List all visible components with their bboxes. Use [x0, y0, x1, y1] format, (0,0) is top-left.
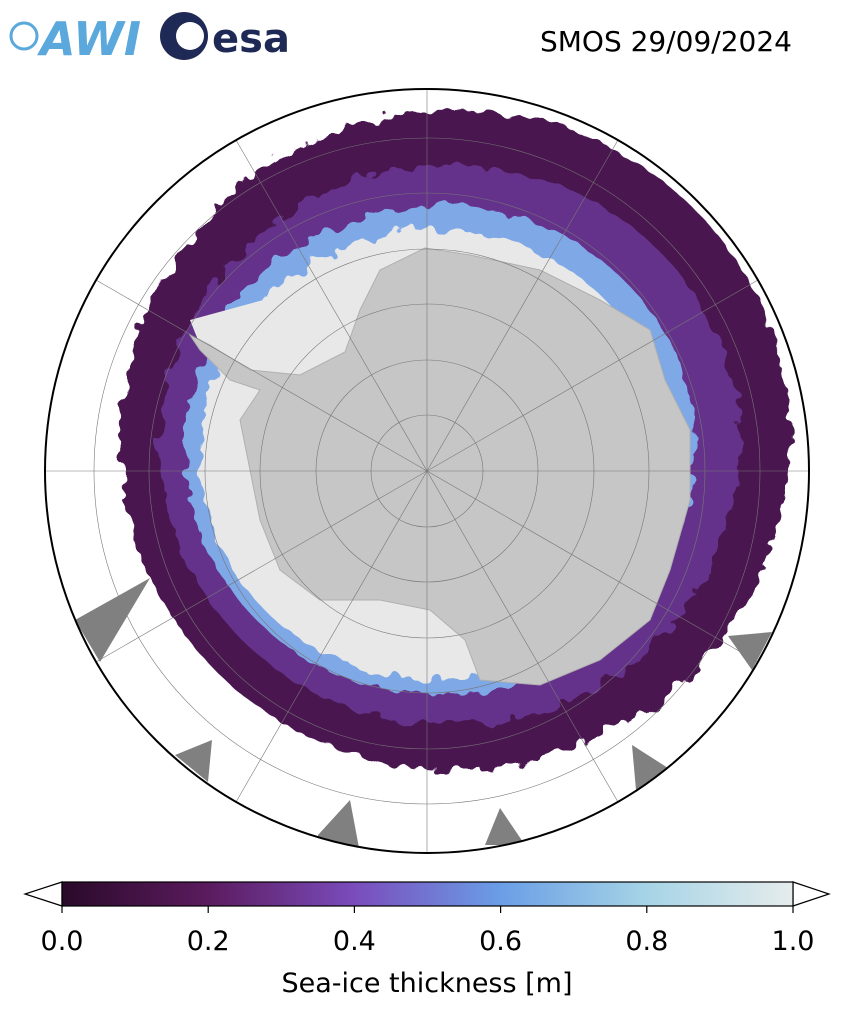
map-frame — [44, 88, 810, 854]
awi-logo-text: AWI — [37, 12, 141, 66]
graticule — [45, 89, 809, 853]
colorbar-bar — [61, 881, 794, 907]
awi-logo: AWI — [9, 12, 141, 66]
esa-logo: esa — [160, 12, 290, 62]
colorbar-extend-max — [792, 881, 831, 907]
colorbar-extend-min — [23, 881, 63, 907]
title: SMOS 29/09/2024 — [540, 25, 792, 58]
colorbar-tick-label: 0.6 — [479, 926, 522, 957]
esa-logo-text: esa — [212, 16, 290, 62]
colorbar-tick-label: 1.0 — [772, 926, 815, 957]
map — [45, 89, 809, 853]
colorbar-label: Sea-ice thickness [m] — [281, 968, 572, 999]
colorbar: Sea-ice thickness [m] — [23, 881, 831, 999]
colorbar-tick-label: 0.0 — [41, 926, 84, 957]
colorbar-tick-label: 0.8 — [625, 926, 668, 957]
colorbar-tick-label: 0.4 — [333, 926, 376, 957]
colorbar-tick-label: 0.2 — [187, 926, 230, 957]
